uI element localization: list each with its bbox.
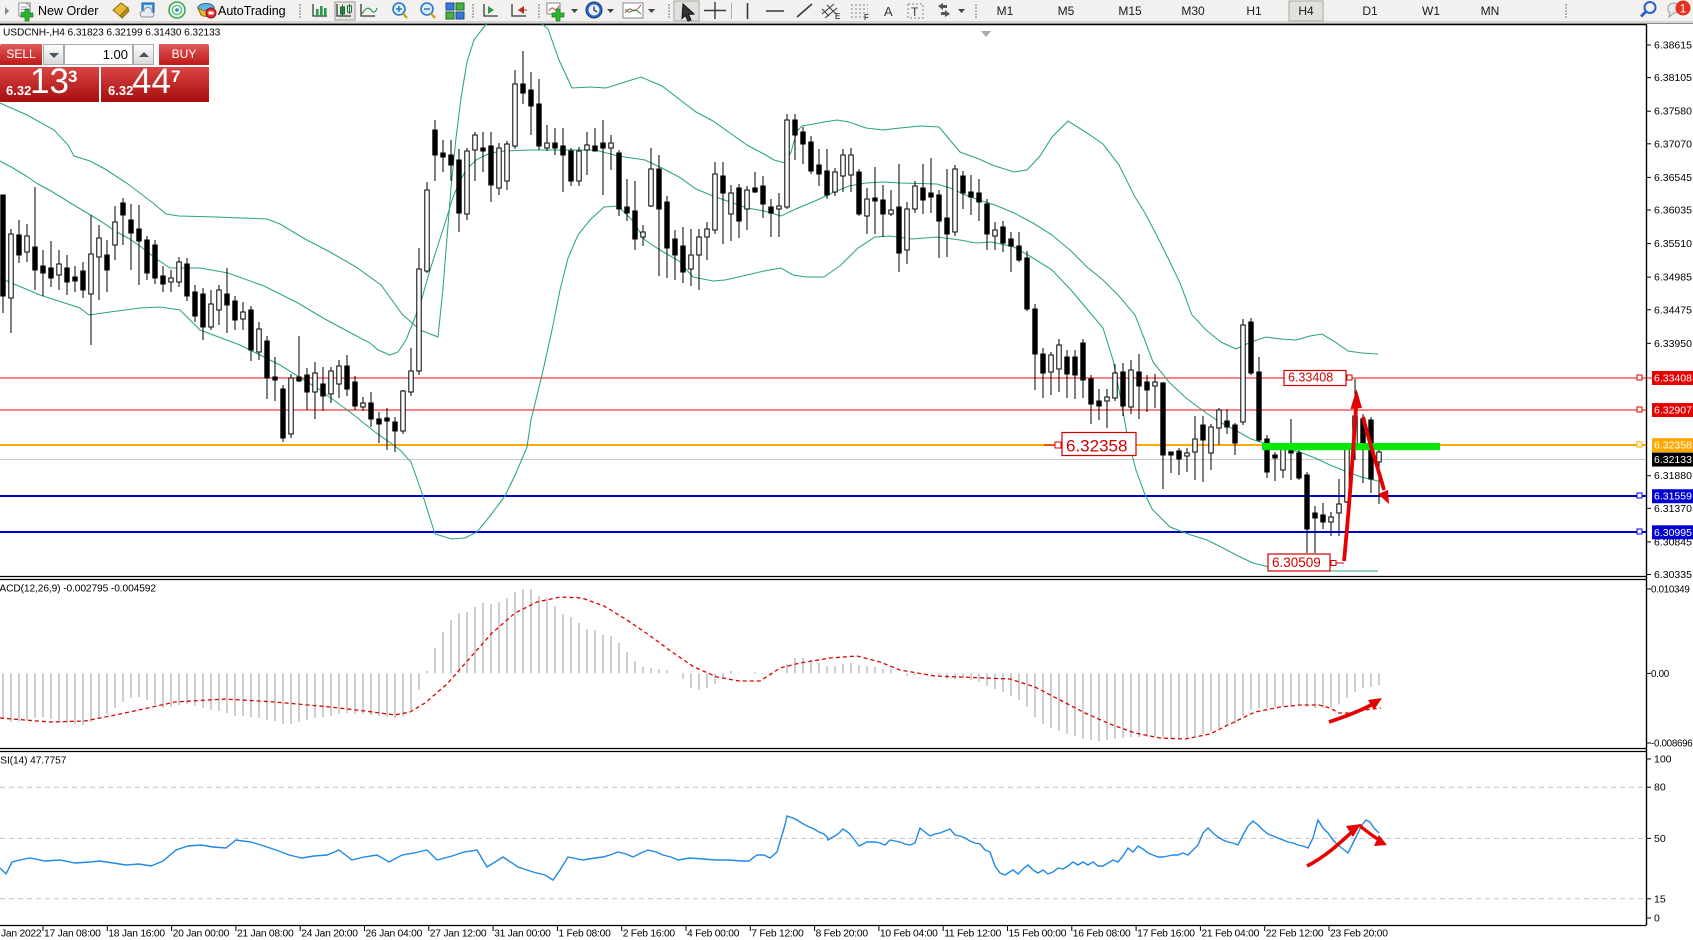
svg-text:17 Jan 08:00: 17 Jan 08:00	[44, 929, 101, 940]
svg-text:6.31880: 6.31880	[1654, 470, 1692, 482]
svg-text:11 Feb 12:00: 11 Feb 12:00	[944, 929, 1001, 940]
svg-text:21 Feb 04:00: 21 Feb 04:00	[1201, 929, 1259, 940]
svg-text:6.34475: 6.34475	[1654, 304, 1692, 316]
svg-text:M5: M5	[1058, 4, 1075, 18]
svg-text:15: 15	[1654, 893, 1666, 905]
svg-text:USDCNH-,H4 6.31823 6.32199 6.: USDCNH-,H4 6.31823 6.32199 6.31430 6.321…	[3, 28, 221, 39]
svg-text:2 Feb 16:00: 2 Feb 16:00	[623, 929, 676, 940]
svg-text:1: 1	[1680, 2, 1687, 16]
svg-text:6.36545: 6.36545	[1654, 172, 1692, 184]
svg-text:E: E	[835, 12, 840, 21]
svg-text:6.36035: 6.36035	[1654, 205, 1692, 217]
svg-text:23 Feb 20:00: 23 Feb 20:00	[1330, 929, 1388, 940]
svg-text:20 Jan 00:00: 20 Jan 00:00	[173, 929, 230, 940]
svg-text:A: A	[884, 4, 893, 19]
svg-text:6.30335: 6.30335	[1654, 569, 1692, 581]
svg-text:6.30995: 6.30995	[1654, 527, 1692, 539]
svg-text:27 Jan 12:00: 27 Jan 12:00	[430, 929, 487, 940]
svg-text:80: 80	[1654, 782, 1666, 794]
svg-text:6.31559: 6.31559	[1654, 491, 1692, 503]
svg-text:6.32907: 6.32907	[1654, 405, 1692, 417]
svg-text:RSI(14) 47.7757: RSI(14) 47.7757	[0, 756, 67, 767]
svg-text:6.30845: 6.30845	[1654, 536, 1692, 548]
svg-text:6.30509: 6.30509	[1272, 555, 1321, 570]
svg-text:6.32133: 6.32133	[1654, 454, 1692, 466]
svg-text:MN: MN	[1481, 4, 1500, 18]
svg-text:6.34985: 6.34985	[1654, 272, 1692, 284]
svg-text:6.31370: 6.31370	[1654, 503, 1692, 515]
svg-text:17 Feb 16:00: 17 Feb 16:00	[1137, 929, 1195, 940]
svg-text:6.37070: 6.37070	[1654, 138, 1692, 150]
svg-text:F: F	[864, 13, 869, 22]
svg-text:21 Jan 08:00: 21 Jan 08:00	[237, 929, 294, 940]
svg-text:T: T	[911, 5, 919, 19]
svg-text:0.010349: 0.010349	[1651, 585, 1689, 596]
svg-text:6.37580: 6.37580	[1654, 106, 1692, 118]
svg-text:18 Jan 16:00: 18 Jan 16:00	[108, 929, 165, 940]
svg-text:31 Jan 00:00: 31 Jan 00:00	[494, 929, 551, 940]
svg-text:M1: M1	[997, 4, 1014, 18]
svg-text:0: 0	[1654, 913, 1660, 925]
svg-text:6.33950: 6.33950	[1654, 338, 1692, 350]
svg-text:0.00: 0.00	[1651, 669, 1670, 680]
svg-text:New Order: New Order	[38, 4, 98, 18]
svg-text:24 Jan 20:00: 24 Jan 20:00	[301, 929, 358, 940]
svg-text:D1: D1	[1362, 4, 1378, 18]
svg-text:16 Feb 08:00: 16 Feb 08:00	[1073, 929, 1131, 940]
svg-text:-0.008696: -0.008696	[1651, 739, 1693, 750]
svg-text:6.33408: 6.33408	[1288, 371, 1333, 385]
svg-text:6.32358: 6.32358	[1654, 440, 1692, 452]
svg-text:10 Feb 04:00: 10 Feb 04:00	[880, 929, 938, 940]
svg-text:AutoTrading: AutoTrading	[218, 4, 286, 18]
svg-text:H4: H4	[1298, 4, 1314, 18]
svg-text:6.38615: 6.38615	[1654, 40, 1692, 52]
svg-text:H1: H1	[1246, 4, 1262, 18]
svg-text:6.32358: 6.32358	[1066, 437, 1127, 456]
svg-text:8 Feb 20:00: 8 Feb 20:00	[816, 929, 869, 940]
svg-text:W1: W1	[1422, 4, 1440, 18]
svg-text:100: 100	[1654, 754, 1672, 766]
svg-text:26 Jan 04:00: 26 Jan 04:00	[366, 929, 423, 940]
svg-text:15 Feb 00:00: 15 Feb 00:00	[1009, 929, 1067, 940]
svg-text:50: 50	[1654, 833, 1666, 845]
svg-text:M30: M30	[1181, 4, 1205, 18]
svg-text:Jan 2022: Jan 2022	[1, 929, 42, 940]
svg-text:1 Feb 08:00: 1 Feb 08:00	[558, 929, 611, 940]
svg-text:22 Feb 12:00: 22 Feb 12:00	[1266, 929, 1324, 940]
svg-text:4 Feb 00:00: 4 Feb 00:00	[687, 929, 740, 940]
svg-text:6.35510: 6.35510	[1654, 238, 1692, 250]
svg-text:M15: M15	[1118, 4, 1142, 18]
svg-text:6.38105: 6.38105	[1654, 72, 1692, 84]
svg-text:6.33408: 6.33408	[1654, 373, 1692, 385]
svg-text:MACD(12,26,9) -0.002795 -0.004: MACD(12,26,9) -0.002795 -0.004592	[0, 584, 156, 595]
svg-text:7 Feb 12:00: 7 Feb 12:00	[751, 929, 804, 940]
